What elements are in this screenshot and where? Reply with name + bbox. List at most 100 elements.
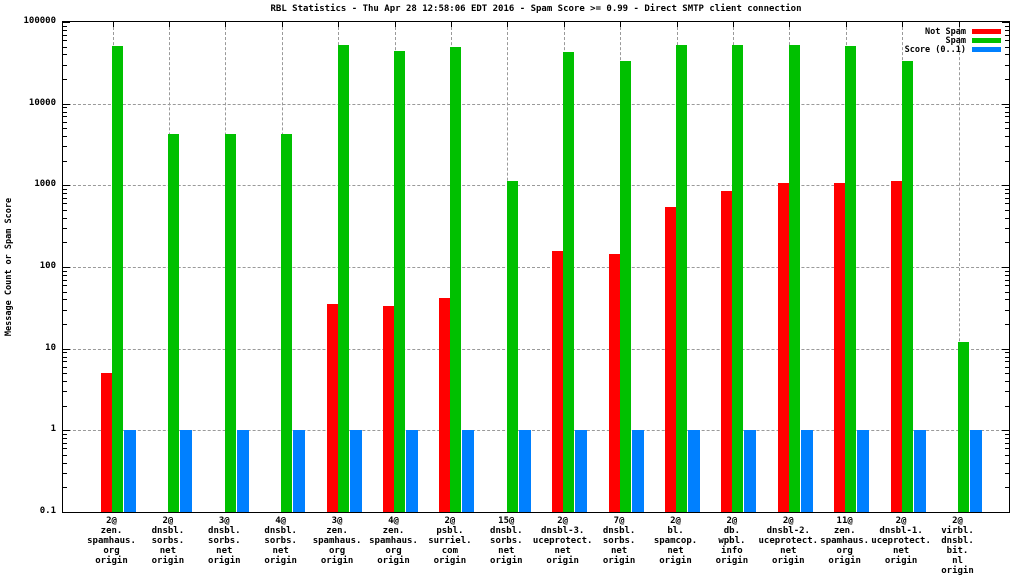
y-minor-tick [63, 121, 67, 123]
x-tick-label-line: 2@ [670, 516, 681, 526]
legend-label: Score (0..1) [904, 45, 966, 55]
y-major-tick [63, 267, 70, 268]
x-tick-label-line: spamcop. [653, 536, 698, 546]
y-minor-tick [1005, 454, 1009, 456]
y-minor-tick [1005, 391, 1009, 393]
x-tick [563, 22, 565, 27]
bar-spam [845, 45, 857, 512]
x-tick-label: 2@ dnsbl-2. uceprotect. net origin [743, 516, 833, 566]
y-minor-tick [1005, 309, 1009, 311]
y-minor-tick [63, 366, 67, 368]
y-minor-tick [1005, 40, 1009, 42]
y-minor-tick [63, 309, 67, 311]
y-minor-tick [1005, 279, 1009, 281]
x-tick-label-line: 11@ [836, 516, 853, 526]
h-gridline [63, 430, 1009, 432]
y-major-tick [1002, 267, 1009, 268]
bar-spam [901, 61, 913, 512]
x-tick-label: 7@ dnsbl. sorbs. net origin [574, 516, 664, 566]
y-minor-tick [1005, 405, 1009, 407]
y-minor-tick [63, 111, 67, 113]
bar-score-0-1 [349, 430, 362, 512]
y-minor-tick [1005, 361, 1009, 363]
bar-score-0-1 [180, 430, 193, 512]
x-tick-label-line: sorbs. [264, 536, 297, 546]
x-tick-label-line: zen. [382, 526, 405, 536]
y-tick-label: 1 [50, 424, 56, 435]
x-tick-label: 2@ psbl. surriel. com origin [405, 516, 495, 566]
y-minor-tick [1005, 209, 1009, 211]
y-minor-tick [63, 25, 67, 27]
x-tick-label-line: 4@ [275, 516, 287, 526]
bar-score-0-1 [124, 430, 136, 512]
bar-spam [224, 133, 236, 512]
y-major-tick [63, 22, 70, 23]
y-minor-tick [63, 64, 67, 66]
y-major-tick [63, 185, 70, 187]
y-minor-tick [63, 160, 67, 162]
y-minor-tick [1005, 434, 1009, 436]
y-minor-tick [63, 193, 67, 195]
bar-spam [506, 181, 518, 512]
x-tick-label-line: zen. [100, 526, 123, 536]
bar-score-0-1 [236, 430, 249, 512]
legend-swatch-score-0-1 [972, 47, 1001, 52]
x-tick-label-line: 2@ [106, 516, 117, 526]
y-minor-tick [63, 434, 67, 436]
bar-not-spam [665, 206, 676, 512]
bar-spam [676, 45, 687, 512]
y-minor-tick [63, 462, 67, 464]
x-tick [732, 22, 734, 27]
bar-score-0-1 [800, 430, 813, 512]
y-minor-tick [63, 279, 67, 281]
x-tick-label-line: origin [772, 556, 805, 566]
y-minor-tick [1005, 438, 1009, 440]
y-minor-tick [1005, 217, 1009, 219]
x-tick-label-line: dnsbl. [490, 526, 523, 536]
y-minor-tick [1005, 442, 1009, 444]
y-minor-tick [1005, 324, 1009, 326]
x-tick-label-line: virbl. [941, 526, 974, 536]
y-minor-tick [1005, 111, 1009, 113]
legend-label: Not Spam [925, 27, 966, 37]
x-tick [168, 22, 170, 27]
x-tick-label-line: com [441, 546, 459, 556]
x-tick-label-line: origin [264, 556, 297, 566]
y-minor-tick [1005, 146, 1009, 148]
y-minor-tick [63, 242, 67, 244]
legend-row: Spam [0, 37, 1024, 45]
v-gridline [958, 22, 960, 512]
x-tick-label-line: origin [320, 556, 354, 566]
y-minor-tick [1005, 381, 1009, 383]
y-minor-tick [63, 209, 67, 211]
y-minor-tick [1005, 373, 1009, 375]
y-tick-label: 100000 [23, 16, 56, 26]
x-tick-label-line: origin [659, 556, 692, 566]
x-tick-label-line: org [328, 546, 346, 556]
x-tick-label-line: origin [546, 556, 579, 566]
y-minor-tick [63, 40, 67, 42]
x-tick-label-line: origin [602, 556, 636, 566]
y-minor-tick [63, 324, 67, 326]
bar-score-0-1 [688, 430, 700, 512]
x-tick-label: 15@ dnsbl. sorbs. net origin [461, 516, 551, 566]
x-tick-label-line: uceprotect. [532, 536, 593, 546]
y-major-tick [1002, 103, 1009, 105]
y-major-tick [63, 348, 70, 350]
bar-spam [281, 133, 293, 512]
bar-score-0-1 [575, 430, 588, 512]
y-minor-tick [63, 217, 67, 219]
bar-spam [958, 342, 969, 512]
y-minor-tick [1005, 128, 1009, 130]
y-minor-tick [1005, 274, 1009, 276]
y-minor-tick [63, 46, 67, 48]
chart-title: RBL Statistics - Thu Apr 28 12:58:06 EDT… [270, 4, 802, 14]
x-tick-label-line: spamhaus. [820, 536, 870, 546]
x-tick-label-line: net [216, 546, 233, 556]
x-tick-label-line: net [272, 546, 289, 556]
y-minor-tick [63, 34, 67, 36]
x-tick-label-line: 3@ [331, 516, 343, 526]
bar-score-0-1 [744, 430, 757, 512]
y-minor-tick [1005, 121, 1009, 123]
